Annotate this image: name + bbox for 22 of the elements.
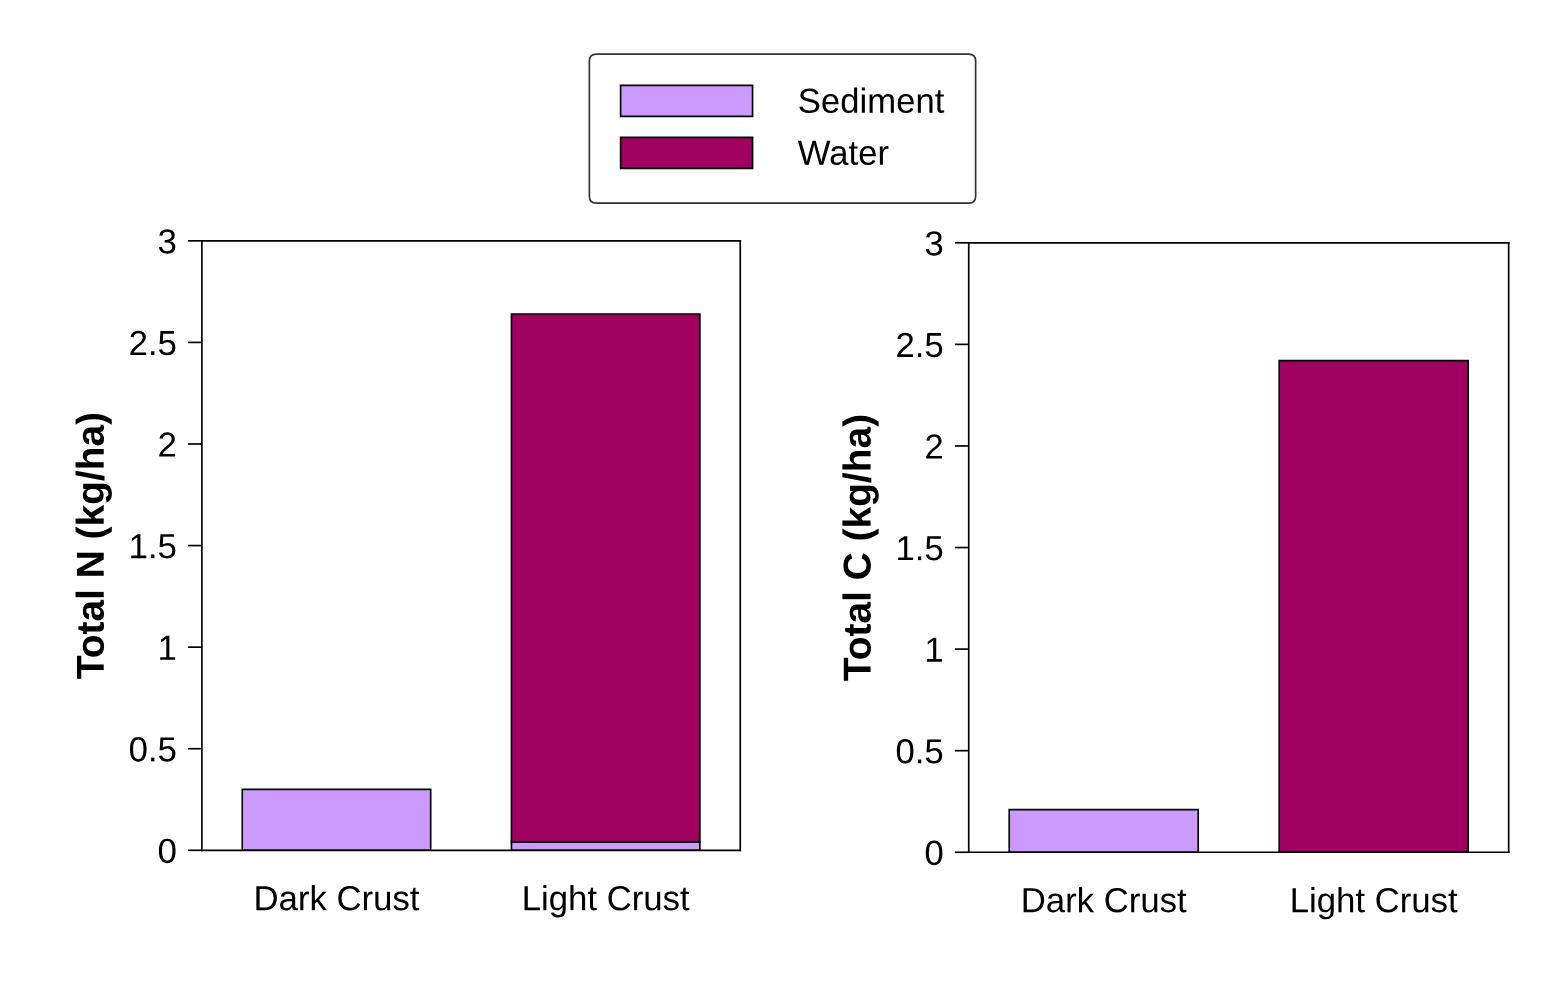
legend-label: Water — [797, 140, 889, 166]
y-tick-label: 2.5 — [130, 330, 176, 356]
x-tick-label: Dark Crust — [256, 885, 420, 911]
y-tick-label: 0.5 — [896, 739, 943, 764]
y-tick-label: 3 — [158, 229, 176, 254]
y-tick-label: 1 — [160, 635, 176, 660]
x-tick-label: Dark Crust — [1023, 886, 1187, 913]
x-tick-label: Light Crust — [1292, 886, 1458, 920]
y-tick-label: 2.5 — [897, 332, 943, 358]
y-tick-label: 0 — [158, 838, 176, 864]
y-axis-title: Total N (kg/ha) — [75, 413, 112, 679]
y-axis-title: Total C (kg/ha) — [842, 415, 879, 681]
y-tick-label: 1.5 — [131, 534, 176, 559]
y-tick-label: 0 — [925, 840, 943, 866]
y-tick-label: 2 — [159, 432, 176, 457]
legend-label: Sediment — [799, 87, 945, 114]
y-tick-label: 3 — [925, 231, 943, 256]
y-tick-label: 1.5 — [898, 536, 943, 561]
x-tick-label: Light Crust — [524, 885, 690, 918]
y-tick-label: 0.5 — [129, 737, 176, 762]
y-tick-label: 1 — [927, 637, 943, 662]
y-tick-label: 2 — [926, 434, 942, 459]
